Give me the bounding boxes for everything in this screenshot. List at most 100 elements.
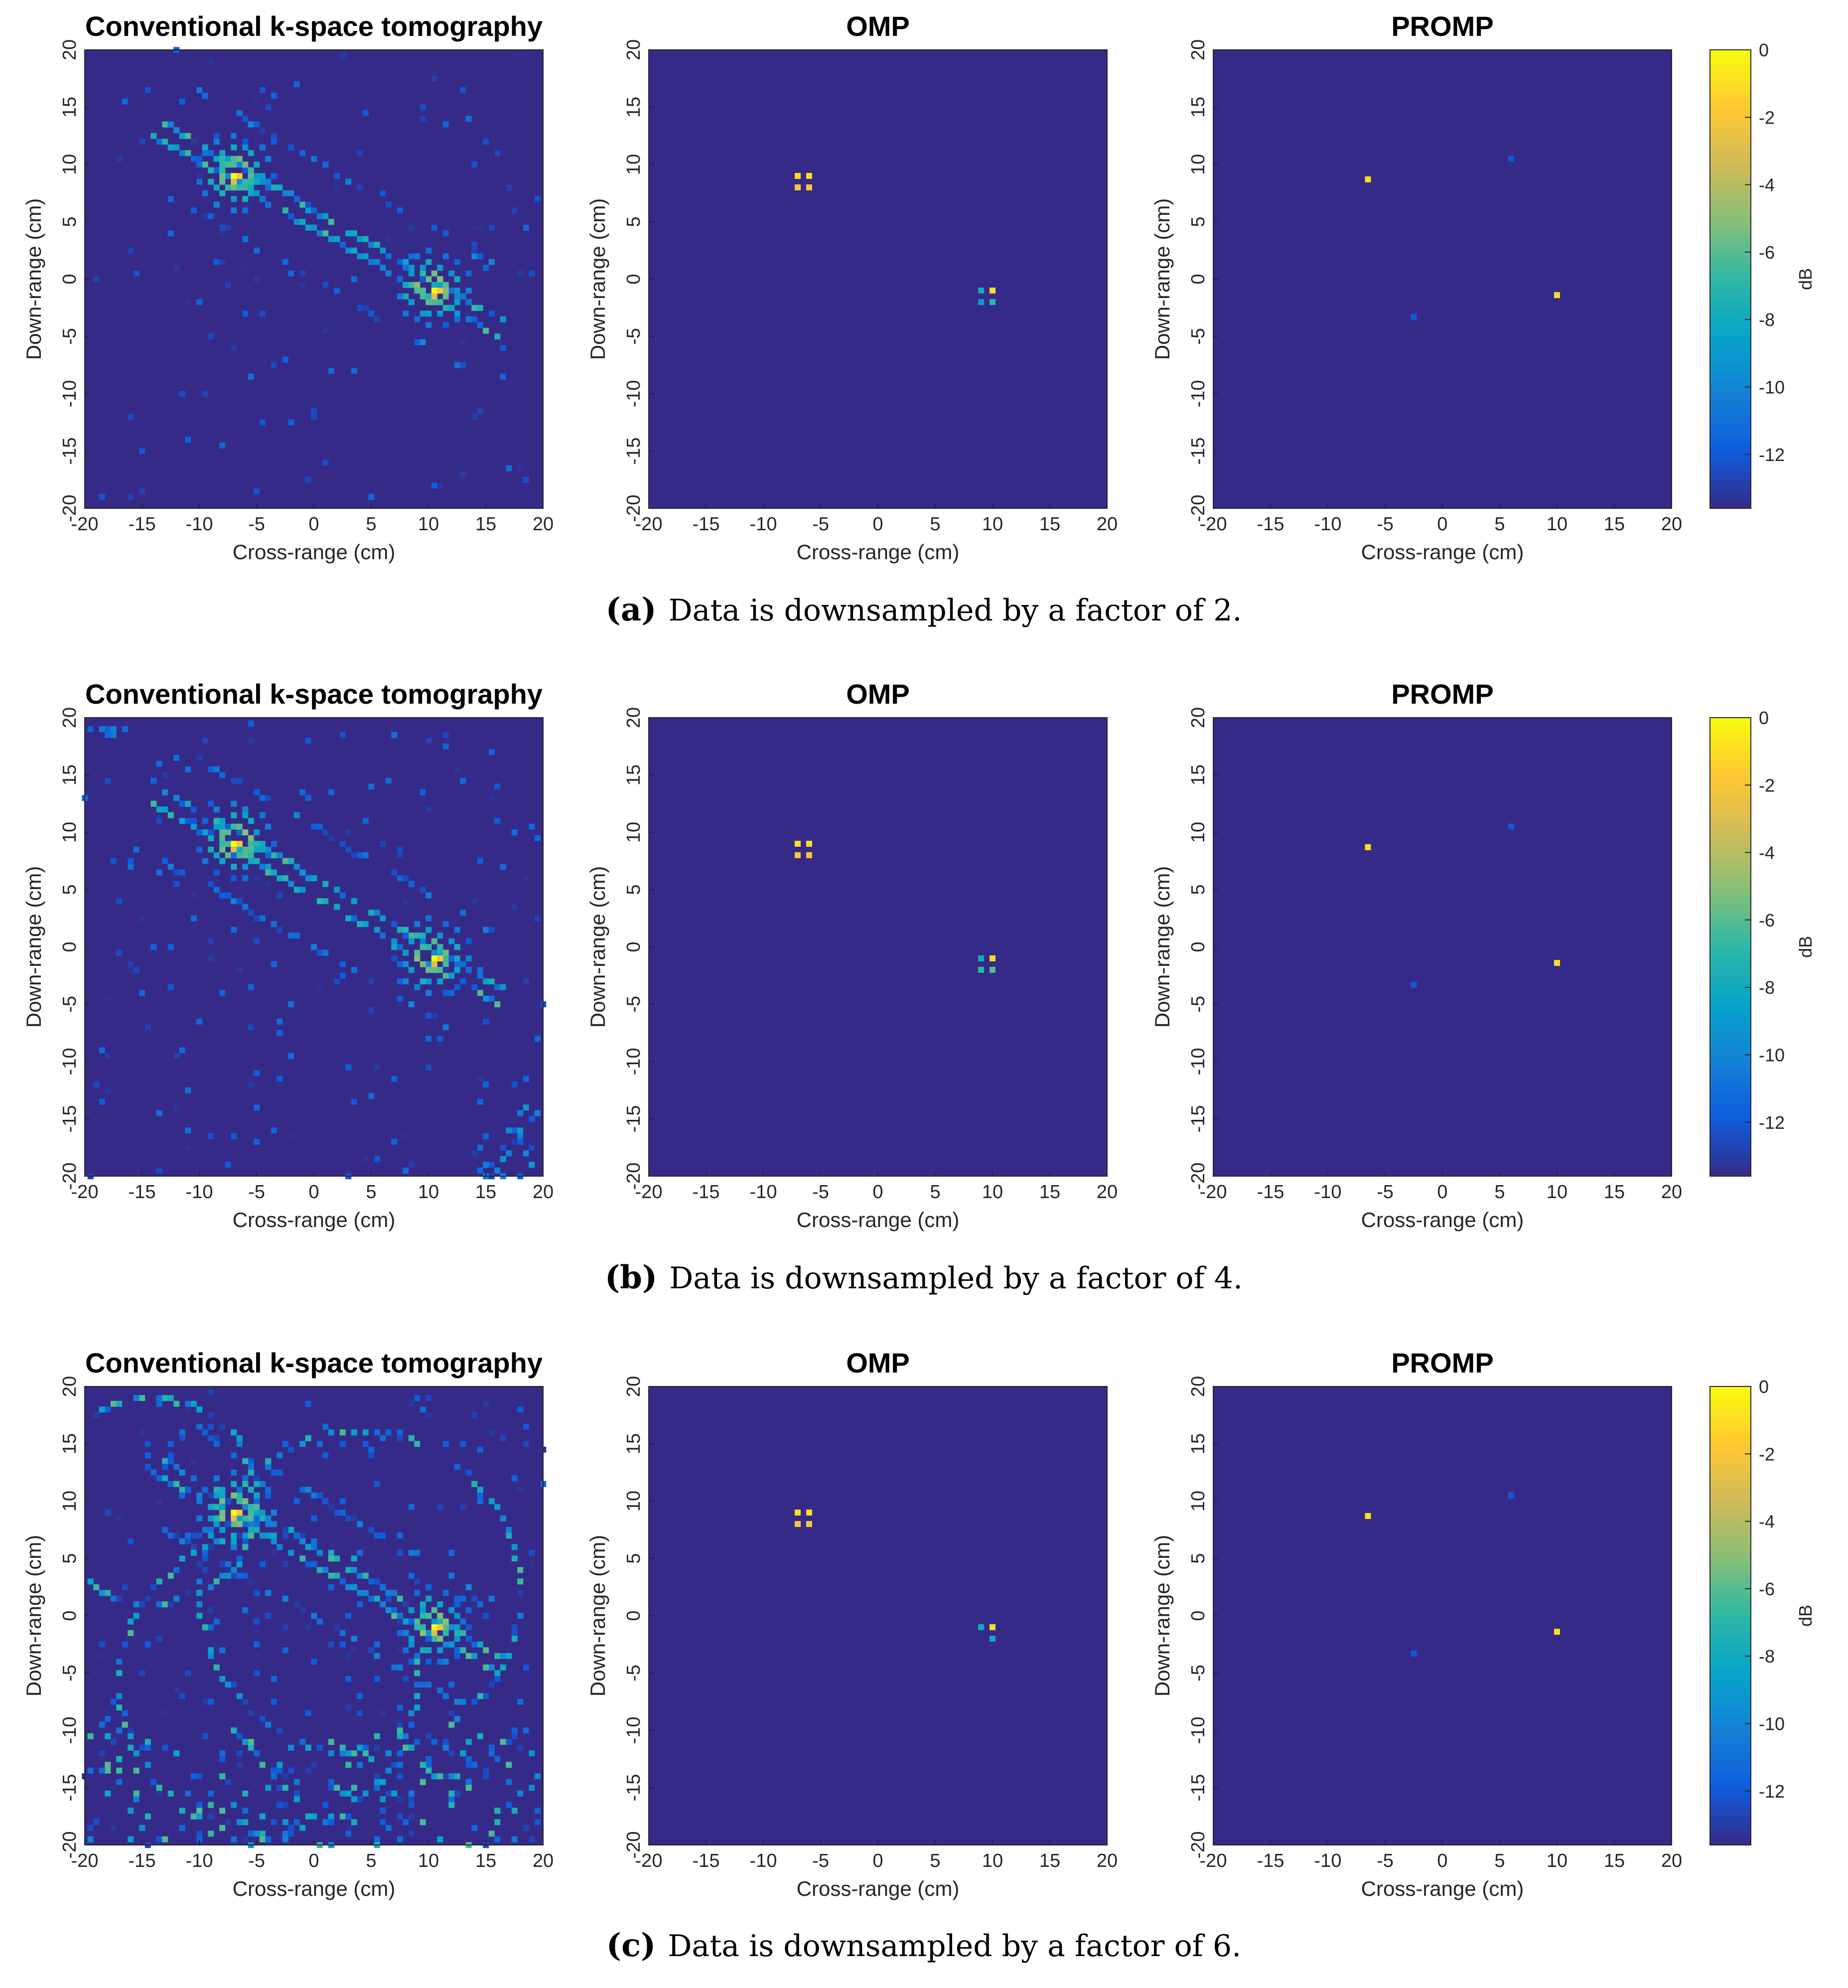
- heatmap-cell: [488, 310, 495, 317]
- heatmap-cell: [254, 1418, 260, 1424]
- heatmap-cell: [105, 1767, 111, 1774]
- heatmap-cell: [116, 1670, 123, 1677]
- point-marker: [1554, 960, 1560, 966]
- heatmap-cell: [248, 1578, 254, 1585]
- colorbar-segment: [1710, 1154, 1751, 1163]
- y-tick-label: -10: [59, 1717, 80, 1744]
- heatmap-cell: [374, 259, 380, 265]
- heatmap-cell: [248, 738, 254, 744]
- heatmap-cell: [173, 127, 180, 134]
- heatmap-cell: [362, 236, 369, 242]
- colorbar-segment: [1710, 925, 1751, 933]
- heatmap-cell: [162, 1836, 168, 1842]
- heatmap-cell: [488, 224, 495, 231]
- heatmap-cell: [225, 841, 231, 847]
- heatmap-cell: [437, 1036, 443, 1042]
- x-tick-label: -10: [1314, 1182, 1342, 1203]
- heatmap-cell: [385, 236, 392, 242]
- heatmap-cell: [288, 1053, 294, 1059]
- heatmap-cell: [523, 1727, 529, 1734]
- heatmap-cell: [236, 841, 243, 847]
- colorbar-segment: [1710, 1730, 1751, 1738]
- heatmap-cell: [385, 1624, 392, 1631]
- heatmap-cell: [213, 1435, 220, 1441]
- heatmap-cell: [403, 282, 409, 288]
- heatmap-cell: [362, 1630, 369, 1636]
- heatmap-cell: [105, 777, 111, 784]
- heatmap-cell: [465, 967, 472, 973]
- heatmap-cell: [357, 305, 363, 311]
- heatmap-cell: [420, 1630, 426, 1636]
- x-tick-label: -15: [129, 1850, 156, 1871]
- heatmap-cell: [311, 944, 317, 950]
- heatmap-cell: [374, 316, 380, 322]
- heatmap-cell: [339, 1641, 346, 1648]
- heatmap-cell: [397, 1664, 403, 1671]
- heatmap-cell: [351, 967, 357, 973]
- heatmap-cell: [179, 391, 185, 397]
- x-tick-label: -20: [635, 1850, 663, 1871]
- heatmap-cell: [150, 1584, 157, 1590]
- heatmap-cell: [374, 1785, 380, 1791]
- heatmap-cell: [254, 1510, 260, 1516]
- y-tick-label: -15: [1188, 1774, 1209, 1802]
- heatmap-cell: [397, 207, 403, 214]
- heatmap-cell: [311, 823, 317, 830]
- heatmap-cell: [357, 1796, 363, 1803]
- panel-a-2: -20 -15 -10 -5 0 5 10 15 20-20-15-10-505101520OM…: [586, 10, 1118, 564]
- heatmap-cell: [374, 1532, 380, 1539]
- heatmap-cell: [196, 1802, 203, 1808]
- heatmap-cell: [339, 732, 346, 738]
- colorbar-segment: [1710, 846, 1751, 854]
- heatmap-cell: [231, 1532, 237, 1539]
- colorbar-segment: [1710, 947, 1751, 955]
- y-tick-label: 5: [59, 1553, 80, 1563]
- heatmap-cell: [271, 921, 277, 927]
- heatmap-cell: [420, 961, 426, 967]
- heatmap-cell: [208, 1133, 214, 1139]
- heatmap-cell: [420, 339, 426, 345]
- heatmap-cell: [99, 1767, 105, 1774]
- heatmap-cell: [259, 196, 266, 202]
- x-tick-label: -20: [71, 514, 99, 535]
- heatmap-cell: [334, 236, 340, 242]
- heatmap-cell: [322, 829, 329, 836]
- heatmap-cell: [437, 1613, 443, 1619]
- x-axis-label: Cross-range (cm): [233, 1877, 396, 1900]
- heatmap-cell: [265, 795, 272, 801]
- heatmap-cell: [231, 1469, 237, 1476]
- heatmap-cell: [426, 293, 432, 300]
- heatmap-cell: [328, 1819, 334, 1826]
- x-tick-label: 5: [930, 514, 940, 535]
- heatmap-cell: [316, 213, 323, 219]
- heatmap-cell: [293, 1532, 300, 1539]
- colorbar-tick-label: -10: [1759, 1045, 1785, 1065]
- heatmap-cell: [87, 726, 94, 733]
- heatmap-cell: [196, 1590, 203, 1596]
- colorbar-segment: [1710, 1026, 1751, 1034]
- heatmap-cell: [133, 1395, 140, 1401]
- colorbar-segment: [1710, 1659, 1751, 1667]
- colorbar-segment: [1710, 1386, 1751, 1394]
- heatmap-cell: [173, 869, 180, 876]
- heatmap-cell: [236, 852, 243, 859]
- heatmap-cell: [529, 1144, 535, 1151]
- heatmap-cell: [334, 1510, 340, 1516]
- point-marker: [795, 1510, 801, 1516]
- colorbar-segment: [1710, 1837, 1751, 1845]
- heatmap-cell: [442, 293, 449, 300]
- colorbar-segment: [1710, 121, 1751, 129]
- heatmap-cell: [139, 990, 145, 996]
- heatmap-cell: [185, 1670, 191, 1677]
- point-marker: [1508, 1492, 1514, 1499]
- heatmap-cell: [460, 362, 466, 368]
- heatmap-cell: [471, 161, 478, 168]
- heatmap-cell: [465, 299, 472, 306]
- heatmap-cell: [357, 1590, 363, 1596]
- heatmap-cell: [225, 184, 231, 191]
- heatmap-cell: [426, 1659, 432, 1665]
- colorbar-segment: [1710, 322, 1751, 330]
- heatmap-cell: [500, 1435, 506, 1441]
- heatmap-cell: [454, 1613, 460, 1619]
- heatmap-cell: [190, 1400, 197, 1407]
